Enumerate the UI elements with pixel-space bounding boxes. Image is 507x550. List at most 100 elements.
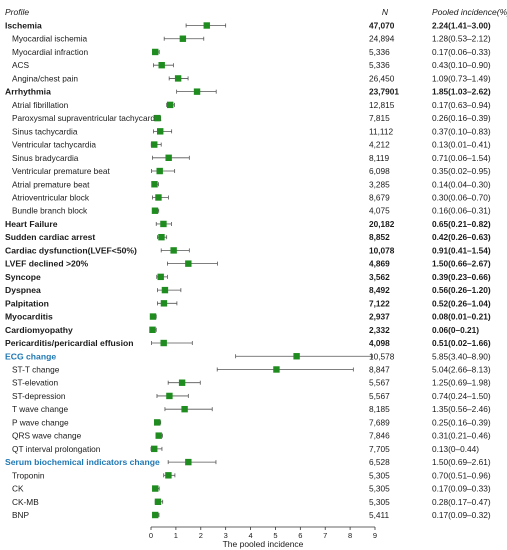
row-n: 8,119 <box>369 153 390 163</box>
row-n: 47,070 <box>369 21 395 31</box>
row-ci-text: 1.85(1.03–2.62) <box>432 87 491 97</box>
row-ci-text: 0.08(0.01–0.21) <box>432 312 491 322</box>
forest-row: Atrial fibrillation 12,815 0.17(0.63–0.94) <box>12 100 491 110</box>
row-n: 26,450 <box>369 73 395 83</box>
estimate-marker <box>160 220 167 228</box>
forest-row: Serum biochemical indicators change 6,528… <box>5 457 491 467</box>
row-ci-text: 0.56(0.26–1.20) <box>432 285 491 295</box>
row-label: Sinus tachycardia <box>12 126 78 136</box>
forest-row: LVEF declined >20% 4,869 1.50(0.66–2.67) <box>5 259 491 269</box>
estimate-marker <box>156 167 163 175</box>
row-ci-text: 0.28(0.17–0.47) <box>432 497 491 507</box>
row-ci-text: 0.17(0.63–0.94) <box>432 100 491 110</box>
row-ci-text: 0.91(0.41–1.54) <box>432 245 491 255</box>
estimate-marker <box>158 61 165 69</box>
estimate-marker <box>185 260 192 267</box>
row-label: Angina/chest pain <box>12 73 78 83</box>
row-n: 3,285 <box>369 179 390 189</box>
estimate-marker <box>157 128 164 135</box>
row-label: Ventricular tachycardia <box>12 140 96 150</box>
estimate-marker <box>174 75 182 82</box>
row-ci-text: 5.85(3.40–8.90) <box>432 351 491 361</box>
forest-row: Myocardial infraction 5,336 0.17(0.06–0.33… <box>12 47 491 57</box>
forest-row: Syncope 3,562 0.39(0.23–0.66) <box>5 272 491 282</box>
row-label: Myocardial ischemia <box>12 34 88 44</box>
forest-row: Pericarditis/pericardial effusion 4,098 0.… <box>5 338 491 348</box>
row-n: 5,567 <box>369 391 390 401</box>
row-n: 5,336 <box>369 60 390 70</box>
forest-row: CK 5,305 0.17(0.09–0.33) <box>12 484 491 494</box>
forest-row: ACS 5,336 0.43(0.10–0.90) <box>12 60 491 70</box>
estimate-marker <box>181 405 188 413</box>
row-ci-text: 0.37(0.10–0.83) <box>432 126 491 136</box>
row-label: QRS wave change <box>12 431 82 441</box>
x-tick-label: 6 <box>298 531 302 540</box>
row-label: T wave change <box>12 404 69 414</box>
estimate-marker <box>154 114 161 122</box>
row-ci-text: 1.25(0.69–1.98) <box>432 378 491 388</box>
row-n: 2,937 <box>369 312 390 322</box>
row-label: CK-MB <box>12 497 39 507</box>
row-ci-text: 0.14(0.04–0.30) <box>432 179 491 189</box>
estimate-marker <box>166 392 173 400</box>
forest-rows: Ischemia 47,070 2.24(1.41–3.00) Myocardial … <box>5 21 491 521</box>
row-ci-text: 0.71(0.06–1.54) <box>432 153 491 163</box>
row-label: Sinus bradycardia <box>12 153 79 163</box>
row-ci-text: 1.28(0.53–2.12) <box>432 34 491 44</box>
row-label: Serum biochemical indicators change <box>5 457 160 467</box>
forest-row: Paroxysmal supraventricular tachycardia 7… <box>12 113 491 123</box>
row-n: 4,212 <box>369 140 390 150</box>
row-ci-text: 0.70(0.51–0.96) <box>432 470 491 480</box>
row-label: ECG change <box>5 351 56 361</box>
row-n: 5,305 <box>369 484 390 494</box>
forest-row: QRS wave change 7,846 0.31(0.21–0.46) <box>12 431 491 441</box>
forest-row: ST-elevation 5,567 1.25(0.69–1.98) <box>12 378 491 388</box>
row-ci-text: 0.13(0–0.44) <box>432 444 479 454</box>
estimate-marker <box>165 472 172 479</box>
estimate-marker <box>155 194 162 201</box>
row-n: 5,411 <box>369 510 390 520</box>
row-ci-text: 0.42(0.26–0.63) <box>432 232 491 242</box>
estimate-marker <box>152 485 159 492</box>
row-ci-text: 1.09(0.73–1.49) <box>432 73 491 83</box>
estimate-marker <box>152 511 159 519</box>
estimate-marker <box>293 353 300 360</box>
estimate-marker <box>166 101 174 109</box>
estimate-marker <box>160 300 168 307</box>
row-n: 5,567 <box>369 378 390 388</box>
row-ci-text: 1.35(0.56–2.46) <box>432 404 491 414</box>
x-tick-label: 4 <box>248 531 252 540</box>
x-axis-label: The pooled incidence <box>223 539 304 549</box>
forest-row: Sinus tachycardia 11,112 0.37(0.10–0.83) <box>12 126 491 136</box>
forest-row: Atrial premature beat 3,285 0.14(0.04–0.30… <box>12 179 491 189</box>
row-label: Cardiac dysfunction(LVEF<50%) <box>5 245 137 255</box>
forest-row: Cardiac dysfunction(LVEF<50%) 10,078 0.91(… <box>5 245 491 255</box>
row-ci-text: 0.06(0–0.21) <box>432 325 479 335</box>
row-n: 7,815 <box>369 113 390 123</box>
row-n: 10,078 <box>369 245 395 255</box>
row-n: 5,336 <box>369 47 390 57</box>
row-label: Palpitation <box>5 298 49 308</box>
estimate-marker <box>273 366 280 373</box>
row-ci-text: 0.26(0.16–0.39) <box>432 113 491 123</box>
row-n: 23,7901 <box>369 87 399 97</box>
forest-row: QT interval prolongation 7,705 0.13(0–0.44… <box>12 444 479 454</box>
row-n: 7,689 <box>369 417 390 427</box>
estimate-marker <box>149 326 156 333</box>
forest-row: BNP 5,411 0.17(0.09–0.32) <box>12 510 491 520</box>
forest-row: ST-T change 8,847 5.04(2.66–8.13) <box>12 364 491 374</box>
estimate-marker <box>151 141 158 148</box>
row-n: 6,528 <box>369 457 390 467</box>
row-label: Dyspnea <box>5 285 41 295</box>
forest-row: Arrhythmia 23,7901 1.85(1.03–2.62) <box>5 87 491 97</box>
estimate-marker <box>152 48 159 56</box>
forest-row: Sudden cardiac arrest 8,852 0.42(0.26–0.63… <box>5 232 491 242</box>
row-label: Atrioventricular block <box>12 192 90 202</box>
forest-row: Heart Failure 20,182 0.65(0.21–0.82) <box>5 219 491 229</box>
row-label: CK <box>12 484 24 494</box>
x-tick-label: 7 <box>323 531 327 540</box>
estimate-marker <box>155 432 162 439</box>
row-label: Syncope <box>5 272 41 282</box>
x-tick-label: 0 <box>149 531 153 540</box>
row-n: 7,705 <box>369 444 390 454</box>
